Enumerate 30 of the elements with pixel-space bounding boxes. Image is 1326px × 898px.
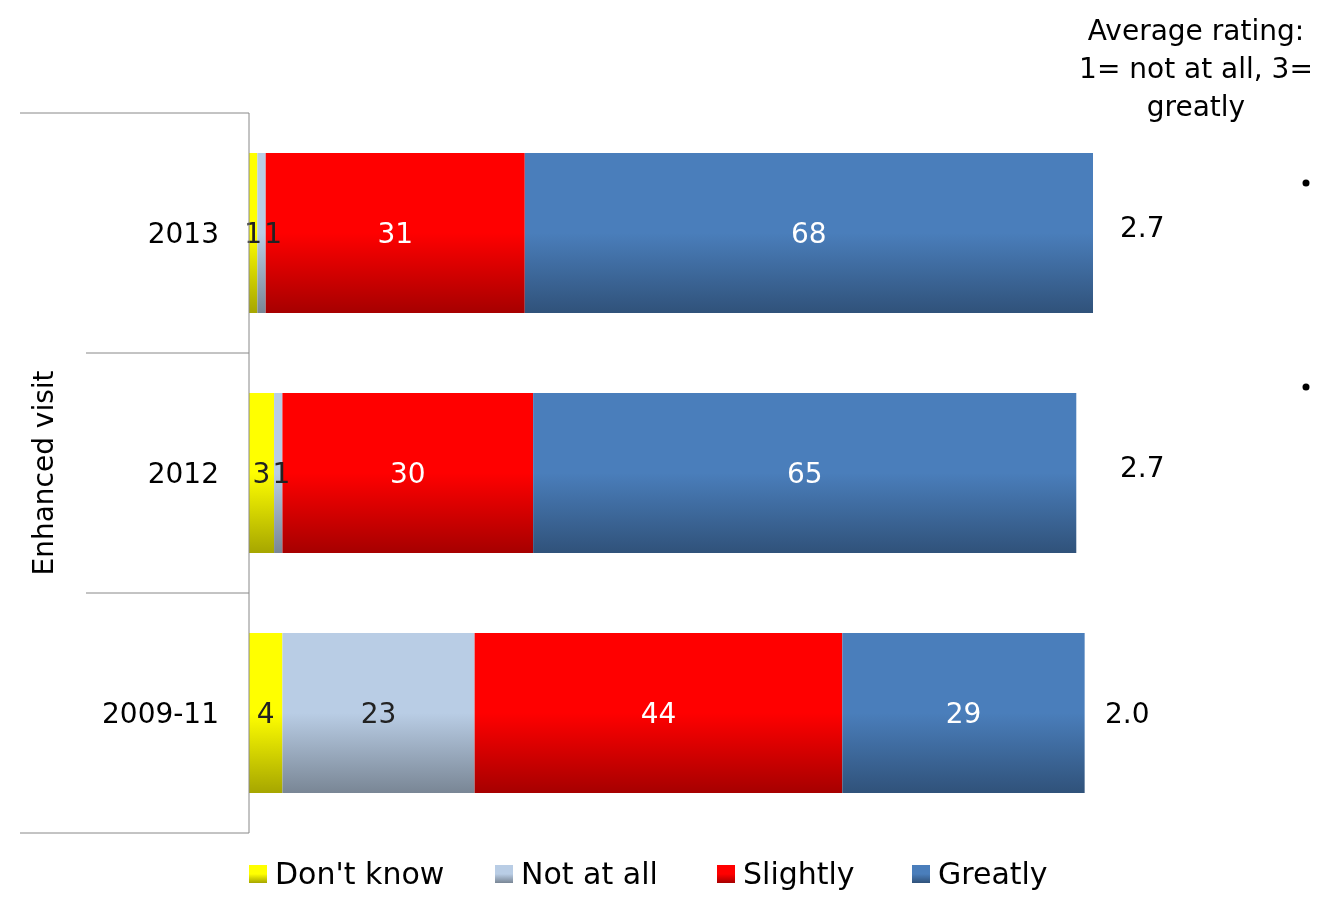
bar	[842, 633, 1085, 793]
y-axis-title: Enhanced visit	[27, 370, 60, 576]
bar	[265, 153, 525, 313]
text: 2.7	[1120, 211, 1165, 244]
annotation: Average rating: 1= not at all, 3= greatly	[1079, 14, 1313, 123]
legend-label: Slightly	[743, 856, 855, 891]
text: 2.0	[1105, 697, 1150, 730]
data-label: 44	[640, 697, 677, 730]
data-label: 4	[256, 697, 275, 730]
y-tick-label: 2012	[147, 457, 219, 490]
y-tick-label: 2013	[147, 217, 219, 250]
bar	[474, 633, 843, 793]
data-label: 65	[786, 457, 823, 490]
data-label: 30	[389, 457, 426, 490]
data-label: 23	[360, 697, 397, 730]
legend-label: Greatly	[938, 856, 1048, 891]
data-label: 68	[791, 217, 827, 250]
data-label: 1	[264, 217, 283, 250]
data-label: 29	[945, 697, 982, 730]
data-label: 31	[377, 217, 414, 250]
bar	[533, 393, 1077, 553]
y-tick-label: 2009-11	[102, 697, 219, 730]
bar	[249, 633, 283, 793]
data-label: 3	[252, 457, 271, 490]
bar	[524, 153, 1093, 313]
bar	[282, 633, 475, 793]
text: 2.7	[1120, 451, 1165, 484]
legend-label: Not at all	[521, 856, 658, 891]
legend-label: Don't know	[275, 856, 445, 891]
bar	[249, 393, 275, 553]
